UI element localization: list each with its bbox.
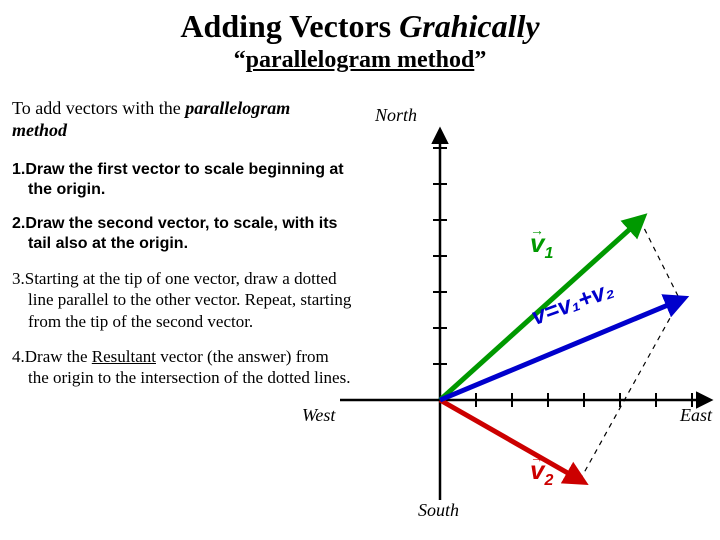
step-3: 3.Starting at the tip of one vector, dra… [12, 268, 352, 332]
step-num: 1. [12, 161, 25, 178]
step-num: 2. [12, 215, 25, 232]
step-before: Draw the [25, 347, 92, 366]
intro-before: To add vectors with the [12, 98, 185, 118]
step-num: 3. [12, 269, 25, 288]
steps-list: 1.Draw the first vector to scale beginni… [12, 160, 352, 402]
title-part2: Grahically [399, 8, 539, 44]
vector-arrow-icon: → [530, 449, 544, 465]
step-num: 4. [12, 347, 25, 366]
subtitle-close: ” [474, 47, 486, 73]
page-title: Adding Vectors Grahically [0, 0, 720, 45]
step-under: Resultant [92, 347, 156, 366]
vector-arrow-icon: → [530, 222, 544, 238]
title-part1: Adding Vectors [180, 8, 399, 44]
v1-label: → v1 [530, 228, 553, 263]
v2-label: → v2 [530, 455, 553, 490]
step-text: Draw the first vector to scale beginning… [25, 161, 343, 198]
compass-west: West [302, 405, 335, 426]
step-text: Draw the second vector, to scale, with i… [25, 215, 337, 252]
subtitle-text: parallelogram method [246, 47, 475, 73]
step-text: Starting at the tip of one vector, draw … [25, 269, 352, 331]
step-1: 1.Draw the first vector to scale beginni… [12, 160, 352, 200]
subtitle-open: “ [234, 47, 246, 73]
step-4: 4.Draw the Resultant vector (the answer)… [12, 346, 352, 389]
intro-text: To add vectors with the parallelogram me… [12, 98, 342, 141]
v2-sub: 2 [544, 472, 553, 489]
step-2: 2.Draw the second vector, to scale, with… [12, 214, 352, 254]
v1-sub: 1 [544, 245, 553, 262]
subtitle: “parallelogram method” [0, 47, 720, 74]
